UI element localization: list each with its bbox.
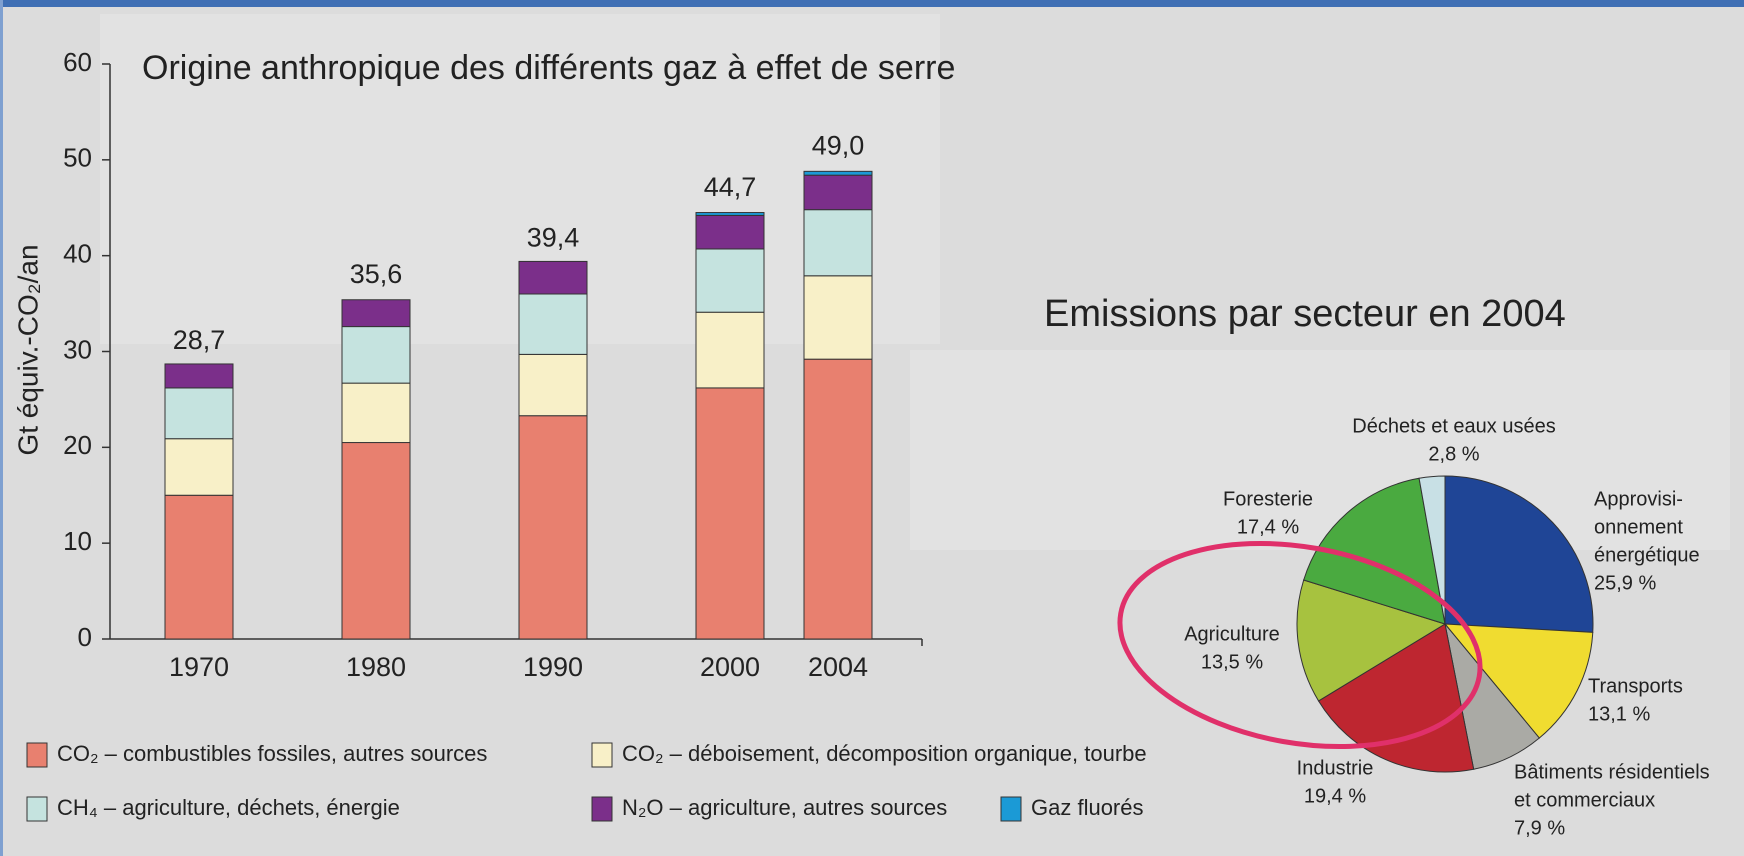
bar-segment (518, 293, 588, 355)
pie-slice (1303, 477, 1446, 625)
bar-segment (518, 353, 588, 417)
slice-value-label: 19,4 % (1304, 785, 1366, 807)
slice-label: onnement (1594, 516, 1683, 538)
bar-segment (164, 363, 234, 389)
slice-value-label: 13,1 % (1588, 703, 1650, 725)
slice-label: Industrie (1297, 757, 1374, 779)
x-tick-label: 2000 (700, 652, 760, 682)
slice-value-label: 17,4 % (1237, 516, 1299, 538)
bar-segment (341, 326, 411, 384)
slice-label: Foresterie (1223, 488, 1313, 510)
slice-value-label: 25,9 % (1594, 572, 1656, 594)
legend-swatch (591, 796, 613, 822)
pie-slice (1444, 475, 1594, 633)
slice-label: Bâtiments résidentiels (1514, 761, 1710, 783)
bar-segment (341, 382, 411, 444)
panel (910, 350, 1730, 550)
legend-label: CO₂ – déboisement, décomposition organiq… (622, 741, 1147, 766)
bar-segment (341, 442, 411, 640)
slice-label: Transports (1588, 675, 1683, 697)
bar-segment (518, 260, 588, 295)
y-tick-label: 40 (63, 239, 92, 269)
x-tick-label: 2004 (808, 652, 868, 682)
slice-value-label: 7,9 % (1514, 817, 1565, 839)
bar-segment (164, 494, 234, 640)
pie-slice (1296, 579, 1447, 702)
y-tick-label: 10 (63, 526, 92, 556)
total-label: 49,0 (812, 131, 865, 161)
slice-label: Agriculture (1184, 623, 1280, 645)
bar-segment (518, 415, 588, 640)
bar-segment (695, 214, 765, 250)
pie-slice (1443, 623, 1594, 739)
total-label: 28,7 (173, 325, 226, 355)
x-tick-label: 1990 (523, 652, 583, 682)
bar-segment (695, 311, 765, 389)
legend-swatch (1000, 796, 1022, 822)
total-label: 35,6 (350, 259, 403, 289)
pie-slice (1317, 623, 1475, 773)
slice-label: et commerciaux (1514, 789, 1655, 811)
highlight-ellipse (1117, 540, 1483, 750)
bar-segment (341, 299, 411, 328)
bar-segment (695, 248, 765, 313)
legend-swatch (26, 742, 48, 768)
bar-segment (803, 209, 873, 277)
slice-value-label: 2,8 % (1428, 443, 1479, 465)
y-tick-label: 20 (63, 430, 92, 460)
bar-segment (803, 174, 873, 211)
left-border (0, 0, 3, 856)
charts: 0 10 20 30 40 50 60 28,7 1970 35,6 1980 39,4 1990 44,… (26, 47, 1710, 839)
slice-value-label: 13,5 % (1201, 651, 1263, 673)
pie-title: Emissions par secteur en 2004 (1044, 293, 1566, 335)
bar-segment (695, 387, 765, 640)
bar-segment (803, 275, 873, 360)
slice-label: énergétique (1594, 544, 1700, 566)
x-tick-label: 1980 (346, 652, 406, 682)
bar-title: Origine anthropique des différents gaz à… (142, 49, 955, 87)
slice-label: Approvisi- (1594, 488, 1683, 510)
legend-swatch (591, 742, 613, 768)
legend-label: N₂O – agriculture, autres sources (622, 795, 947, 820)
legend-label: CH₄ – agriculture, déchets, énergie (57, 795, 400, 820)
bar-segment (164, 438, 234, 496)
bar-segment (803, 170, 873, 176)
pie-slice (1418, 475, 1446, 625)
y-tick-label: 30 (63, 334, 92, 364)
x-tick-label: 1970 (169, 652, 229, 682)
y-tick-label: 0 (78, 622, 92, 652)
total-label: 44,7 (704, 172, 757, 202)
y-tick-label: 60 (63, 47, 92, 77)
bar-segment (803, 358, 873, 640)
bar-segment (164, 387, 234, 440)
legend-swatch (26, 796, 48, 822)
top-bar (0, 0, 1744, 7)
legend-label: Gaz fluorés (1031, 795, 1144, 820)
total-label: 39,4 (527, 223, 580, 253)
slice-label: Déchets et eaux usées (1352, 415, 1555, 437)
bar-segment (695, 212, 765, 216)
y-axis-label: Gt équiv.-CO₂/an (12, 244, 43, 455)
y-tick-label: 50 (63, 143, 92, 173)
legend-label: CO₂ – combustibles fossiles, autres sour… (57, 741, 487, 766)
